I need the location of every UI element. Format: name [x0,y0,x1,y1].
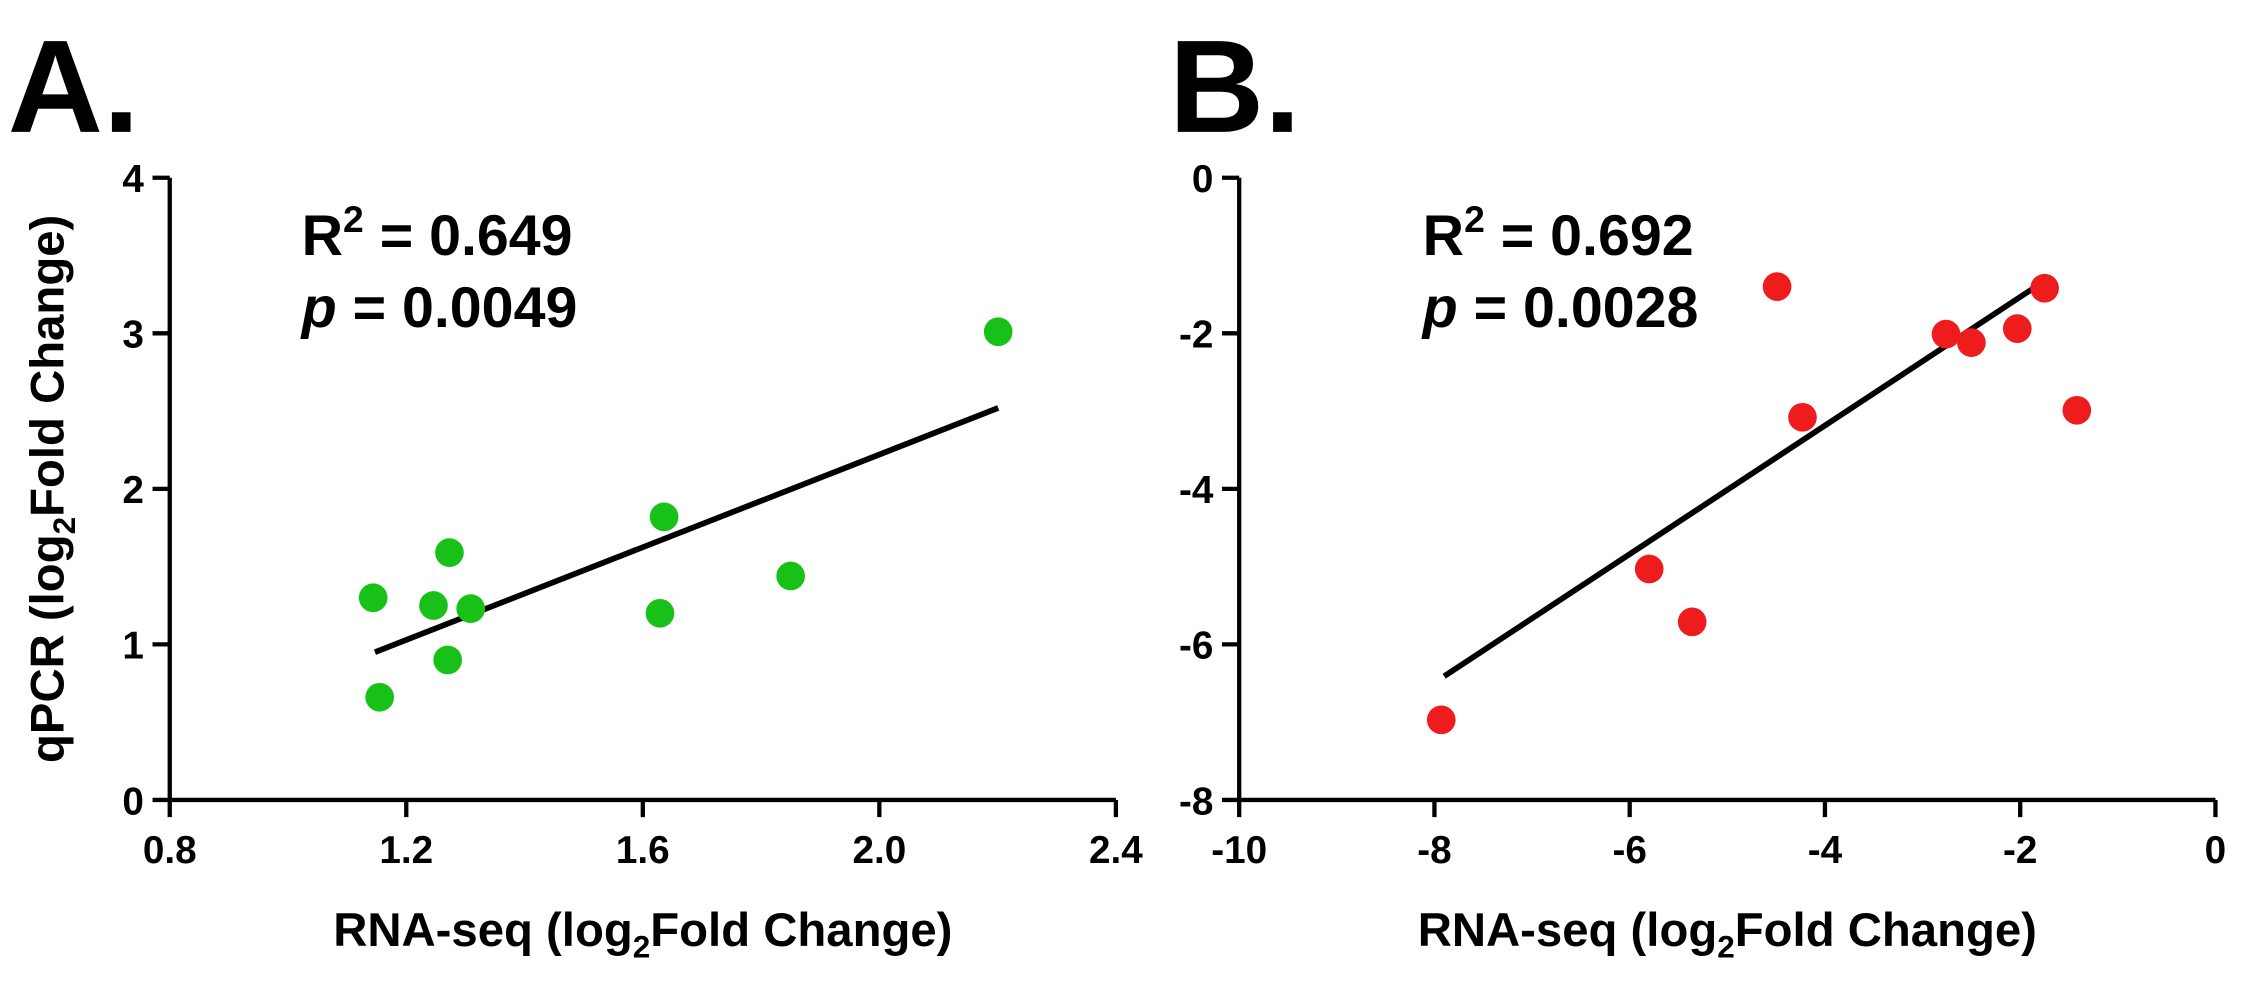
x-tick-label: 0 [2205,829,2227,872]
y-tick-label: -8 [1179,780,1213,823]
p-value: p = 0.0028 [1421,276,1699,340]
r-squared-part: = 0.649 [364,204,573,268]
data-point [1677,607,1707,637]
r-squared-part: = 0.692 [1485,204,1694,268]
x-tick-label: -6 [1612,829,1646,872]
data-point [419,591,448,620]
data-point [645,598,675,628]
r-squared-part: 2 [343,198,364,240]
data-point [365,682,395,712]
data-point [983,317,1013,347]
data-point [1788,402,1817,432]
y-tick-label: 3 [122,314,144,357]
x-axis-label-part: 2 [633,929,651,965]
p-value-part: = 0.0049 [337,276,578,340]
x-tick-label: 2.4 [1089,829,1143,872]
data-point [435,538,464,567]
data-point [456,594,486,623]
y-axis-label-part: qPCR (log [22,534,75,763]
data-point [2030,273,2059,303]
x-tick-label: 1.2 [379,829,433,872]
data-point [433,645,463,675]
y-tick-label: 4 [122,158,144,201]
data-point [776,561,805,591]
y-tick-label: 0 [1192,158,1214,201]
p-value-part: = 0.0028 [1458,276,1699,340]
x-tick-label: -8 [1417,829,1451,872]
data-point [2062,395,2092,425]
data-point [1957,328,1986,357]
fit-line [1442,284,2038,679]
x-tick-label: -2 [2003,829,2037,872]
x-tick-label: -10 [1211,829,1267,872]
x-axis-label: RNA-seq (log2Fold Change) [333,904,952,964]
x-tick-label: 1.6 [616,829,670,872]
y-axis-label-part: 2 [46,517,82,535]
panel-label: A. [8,13,140,160]
x-axis-label-part: RNA-seq (log [1418,904,1718,957]
r-squared: R2 = 0.692 [1423,198,1694,268]
x-axis-label-part: 2 [1717,929,1735,965]
x-axis-label-part: RNA-seq (log [333,904,633,957]
p-value: p = 0.0049 [300,276,578,340]
p-value-part: p [300,276,337,340]
y-axis-label: qPCR (log2Fold Change) [22,215,82,763]
r-squared-part: 2 [1464,198,1485,240]
panel-label: B. [1169,13,1301,160]
p-value-part: p [1421,276,1458,340]
r-squared: R2 = 0.649 [302,198,573,268]
r-squared-part: R [1423,204,1464,268]
x-tick-label: 0.8 [143,829,197,872]
y-tick-label: 1 [122,625,144,668]
x-axis-label: RNA-seq (log2Fold Change) [1418,904,2037,964]
data-point [1931,319,1961,349]
x-tick-label: -4 [1808,829,1843,872]
data-point [649,502,679,532]
data-point [358,583,388,613]
y-tick-label: -6 [1179,625,1213,668]
data-point [1762,272,1792,301]
y-tick-label: -4 [1179,469,1214,512]
y-tick-label: 0 [122,780,144,823]
r-squared-part: R [302,204,343,268]
data-point [2002,314,2032,343]
y-tick-label: 2 [122,469,144,512]
y-tick-label: -2 [1179,314,1213,357]
y-axis-label-part: Fold Change) [22,215,75,517]
data-point [1634,554,1664,584]
data-point [1426,705,1456,735]
x-tick-label: 2.0 [852,829,906,872]
x-axis-label-part: Fold Change) [1735,904,2037,957]
x-axis-label-part: Fold Change) [650,904,952,957]
